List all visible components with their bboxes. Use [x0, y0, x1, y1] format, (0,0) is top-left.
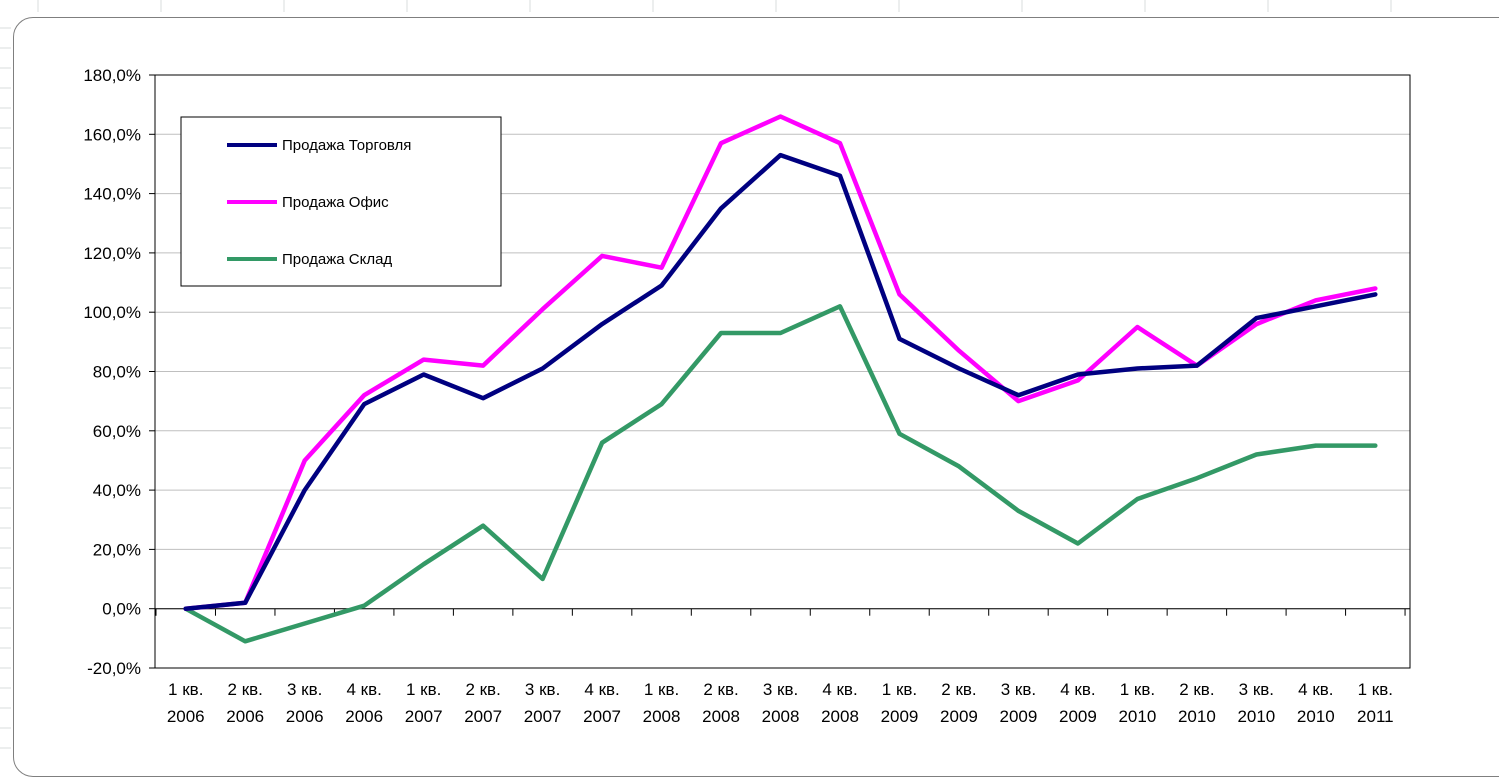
- x-tick-label-year: 2006: [226, 707, 264, 726]
- x-tick-label-quarter: 4 кв.: [1060, 680, 1095, 699]
- series-line[interactable]: [183, 114, 1378, 611]
- x-tick-label-quarter: 3 кв.: [763, 680, 798, 699]
- x-tick-label-quarter: 4 кв.: [1298, 680, 1333, 699]
- y-tick-label: 40,0%: [93, 481, 141, 500]
- x-tick-label-quarter: 1 кв.: [406, 680, 441, 699]
- x-tick-label-quarter: 4 кв.: [346, 680, 381, 699]
- x-tick-label-year: 2008: [821, 707, 859, 726]
- x-tick-label-quarter: 1 кв.: [1358, 680, 1393, 699]
- x-tick-label-year: 2006: [286, 707, 324, 726]
- x-tick-label-year: 2010: [1297, 707, 1335, 726]
- x-tick-label-quarter: 2 кв.: [1179, 680, 1214, 699]
- x-tick-label-year: 2007: [405, 707, 443, 726]
- x-tick-label-year: 2006: [167, 707, 205, 726]
- legend-label: Продажа Склад: [282, 251, 392, 268]
- x-tick-label-quarter: 3 кв.: [1001, 680, 1036, 699]
- legend-label: Продажа Офис: [282, 194, 389, 211]
- y-tick-label: 20,0%: [93, 540, 141, 559]
- legend[interactable]: Продажа Торговля Продажа Офис Продажа Скла…: [180, 116, 502, 287]
- y-tick-label: 100,0%: [83, 303, 141, 322]
- y-tick-label: -20,0%: [87, 659, 141, 678]
- x-tick-label-quarter: 2 кв.: [703, 680, 738, 699]
- x-tick-label-year: 2008: [762, 707, 800, 726]
- y-tick-label: 80,0%: [93, 363, 141, 382]
- x-tick-label-quarter: 3 кв.: [525, 680, 560, 699]
- x-tick-label-quarter: 1 кв.: [168, 680, 203, 699]
- x-tick-label-quarter: 3 кв.: [1239, 680, 1274, 699]
- y-tick-label: 0,0%: [102, 600, 141, 619]
- x-tick-label-year: 2009: [940, 707, 978, 726]
- x-tick-label-quarter: 4 кв.: [822, 680, 857, 699]
- x-tick-label-year: 2006: [345, 707, 383, 726]
- x-tick-label-year: 2009: [881, 707, 919, 726]
- x-tick-label-quarter: 1 кв.: [1120, 680, 1155, 699]
- series-line[interactable]: [183, 152, 1378, 611]
- x-tick-label-quarter: 1 кв.: [882, 680, 917, 699]
- y-tick-label: 120,0%: [83, 244, 141, 263]
- series-layer: [183, 114, 1378, 644]
- x-tick-label-year: 2008: [702, 707, 740, 726]
- y-tick-label: 180,0%: [83, 66, 141, 85]
- y-tick-label: 160,0%: [83, 125, 141, 144]
- x-tick-label-quarter: 2 кв.: [941, 680, 976, 699]
- x-tick-label-year: 2010: [1237, 707, 1275, 726]
- y-tick-label: 60,0%: [93, 422, 141, 441]
- x-tick-label-quarter: 2 кв.: [465, 680, 500, 699]
- x-axis: 1 кв. 2006 2 кв. 2006 3 кв. 2006 4 кв. 2006 1 кв…: [155, 608, 1410, 726]
- x-tick-label-quarter: 4 кв.: [584, 680, 619, 699]
- x-tick-label-quarter: 1 кв.: [644, 680, 679, 699]
- x-tick-label-quarter: 3 кв.: [287, 680, 322, 699]
- x-tick-label-year: 2011: [1357, 707, 1394, 726]
- x-tick-label-year: 2010: [1178, 707, 1216, 726]
- x-tick-label-year: 2010: [1118, 707, 1156, 726]
- x-tick-label-quarter: 2 кв.: [228, 680, 263, 699]
- x-tick-label-year: 2009: [1000, 707, 1038, 726]
- series-line[interactable]: [183, 304, 1378, 644]
- x-tick-label-year: 2007: [583, 707, 621, 726]
- x-tick-label-year: 2007: [464, 707, 502, 726]
- y-axis: -20,0% 0,0% 20,0% 40,0% 60,0% 80,0% 100,0% 120,…: [83, 66, 155, 678]
- y-tick-label: 140,0%: [83, 185, 141, 204]
- x-tick-label-year: 2009: [1059, 707, 1097, 726]
- x-tick-label-year: 2008: [643, 707, 681, 726]
- x-tick-label-year: 2007: [524, 707, 562, 726]
- legend-label: Продажа Торговля: [282, 137, 411, 154]
